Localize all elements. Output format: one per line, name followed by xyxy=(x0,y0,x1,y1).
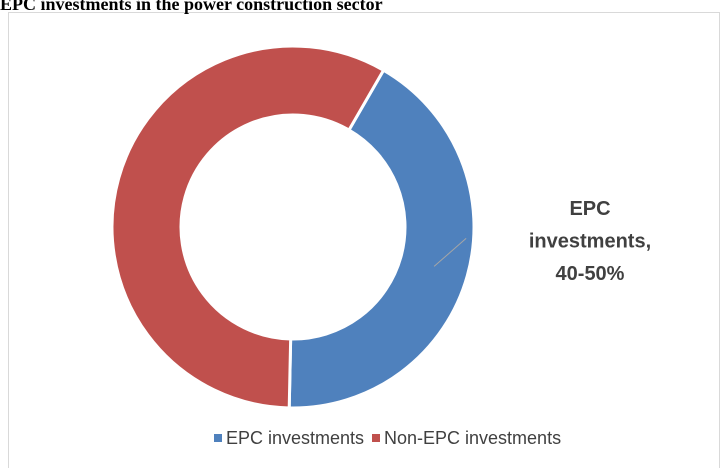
legend-swatch xyxy=(214,434,222,442)
legend-swatch xyxy=(372,434,380,442)
legend-label: Non-EPC investments xyxy=(384,428,561,448)
donut-slice xyxy=(287,68,476,410)
leader-line xyxy=(433,238,467,267)
chart-title: EPC investments in the power constructio… xyxy=(0,0,383,14)
data-label: EPC investments, 40-50% xyxy=(529,198,651,285)
legend-label: EPC investments xyxy=(226,428,364,448)
donut-slice xyxy=(110,44,386,410)
